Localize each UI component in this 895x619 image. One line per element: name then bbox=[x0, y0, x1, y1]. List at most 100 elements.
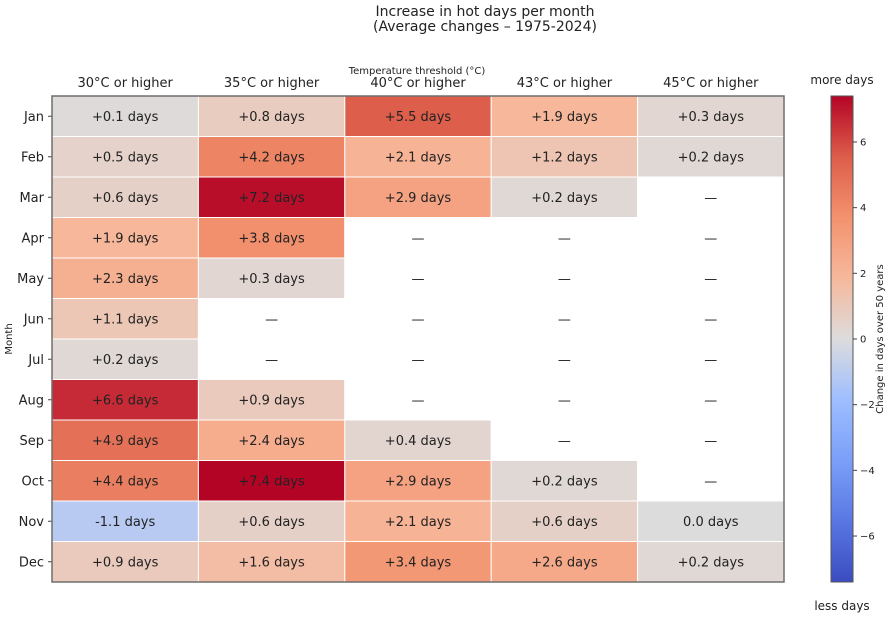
cell-oct-col4-label: +0.2 days bbox=[531, 474, 598, 489]
cell-jun-col2 bbox=[197, 298, 346, 340]
y-axis-title: Month bbox=[4, 323, 15, 354]
colorbar-tick-label: −2 bbox=[860, 400, 875, 411]
cell-aug-col2 bbox=[197, 379, 346, 421]
cell-jan-col1-label: +0.1 days bbox=[92, 110, 159, 125]
cell-may-col3-label: — bbox=[412, 272, 425, 287]
cell-jan-col2-label: +0.8 days bbox=[238, 110, 305, 125]
heatmap-cells: +0.1 days +0.8 days +5.5 days +1.9 days +0.3… bbox=[51, 95, 785, 583]
cell-jun-col3 bbox=[344, 298, 492, 340]
cell-may-col5 bbox=[637, 257, 785, 299]
colorbar-bottom-label: less days bbox=[814, 599, 869, 613]
cell-jul-col1-label: +0.2 days bbox=[92, 353, 159, 368]
cell-jul-col3-label: — bbox=[412, 353, 425, 368]
colorbar-tick-label: 0 bbox=[860, 335, 866, 346]
cell-aug-col4-label: — bbox=[558, 393, 571, 408]
cell-aug-col1-label: +6.6 days bbox=[92, 393, 159, 408]
cell-apr-col1 bbox=[51, 217, 199, 259]
column-label-3: 40°C or higher bbox=[370, 76, 466, 91]
cell-jun-col5-label: — bbox=[704, 312, 717, 327]
cell-sep-col2-label: +2.4 days bbox=[238, 434, 305, 449]
cell-sep-col5-label: — bbox=[704, 434, 717, 449]
cell-sep-col1-label: +4.9 days bbox=[92, 434, 159, 449]
cell-dec-col1-label: +0.9 days bbox=[92, 555, 159, 570]
plot-frame bbox=[51, 95, 785, 583]
cell-feb-col5 bbox=[637, 136, 785, 178]
row-label-oct: Oct bbox=[22, 474, 44, 489]
cell-aug-col2-label: +0.9 days bbox=[238, 393, 305, 408]
cell-oct-col1-label: +4.4 days bbox=[92, 474, 159, 489]
cell-mar-col5 bbox=[637, 176, 785, 218]
cell-nov-col5-label: 0.0 days bbox=[683, 515, 739, 530]
row-label-jul: Jul bbox=[27, 353, 44, 368]
cell-jan-col2 bbox=[197, 95, 346, 137]
cell-dec-col4 bbox=[490, 541, 639, 583]
cell-apr-col2-label: +3.8 days bbox=[238, 231, 305, 246]
cell-may-col4-label: — bbox=[558, 272, 571, 287]
cell-nov-col1-label: -1.1 days bbox=[95, 515, 155, 530]
cell-apr-col5-label: — bbox=[704, 231, 717, 246]
chart-title-line-2: (Average changes – 1975-2024) bbox=[373, 19, 597, 35]
colorbar-axis-label: Change in days over 50 years bbox=[875, 264, 886, 413]
cell-jun-col4-label: — bbox=[558, 312, 571, 327]
cell-aug-col5-label: — bbox=[704, 393, 717, 408]
cell-feb-col4-label: +1.2 days bbox=[531, 150, 598, 165]
cell-oct-col2-label: +7.4 days bbox=[238, 474, 305, 489]
cell-oct-col3 bbox=[344, 460, 492, 502]
cell-may-col1-label: +2.3 days bbox=[92, 272, 159, 287]
cell-nov-col4-label: +0.6 days bbox=[531, 515, 598, 530]
cell-mar-col5-label: — bbox=[704, 191, 717, 206]
row-labels: Jan Feb Mar Apr May Jun Jul Aug Sep Oct Nov Dec bbox=[17, 110, 52, 570]
row-label-jan: Jan bbox=[23, 110, 44, 125]
cell-feb-col5-label: +0.2 days bbox=[678, 150, 745, 165]
row-label-may: May bbox=[17, 272, 44, 287]
cell-feb-col2-label: +4.2 days bbox=[238, 150, 305, 165]
row-label-aug: Aug bbox=[19, 393, 44, 408]
cell-nov-col2 bbox=[197, 500, 346, 542]
row-label-nov: Nov bbox=[19, 515, 45, 530]
cell-jun-col3-label: — bbox=[412, 312, 425, 327]
cell-may-col2-label: +0.3 days bbox=[238, 272, 305, 287]
cell-sep-col3-label: +0.4 days bbox=[385, 434, 452, 449]
column-label-4: 43°C or higher bbox=[517, 76, 613, 91]
cell-aug-col5 bbox=[637, 379, 785, 421]
cell-dec-col3 bbox=[344, 541, 492, 583]
cell-oct-col3-label: +2.9 days bbox=[385, 474, 452, 489]
row-label-dec: Dec bbox=[19, 555, 44, 570]
cell-jul-col2 bbox=[197, 338, 346, 380]
cell-mar-col3-label: +2.9 days bbox=[385, 191, 452, 206]
cell-mar-col1-label: +0.6 days bbox=[92, 191, 159, 206]
column-label-5: 45°C or higher bbox=[663, 76, 759, 91]
cell-may-col3 bbox=[344, 257, 492, 299]
colorbar bbox=[830, 95, 854, 583]
cell-jun-col5 bbox=[637, 298, 785, 340]
cell-aug-col1 bbox=[51, 379, 199, 421]
row-label-sep: Sep bbox=[19, 434, 44, 449]
cell-feb-col3-label: +2.1 days bbox=[385, 150, 452, 165]
cell-apr-col2 bbox=[197, 217, 346, 259]
cell-jun-col4 bbox=[490, 298, 639, 340]
cell-may-col1 bbox=[51, 257, 199, 299]
cell-feb-col3 bbox=[344, 136, 492, 178]
column-labels: 30°C or higher 35°C or higher 40°C or high… bbox=[78, 76, 760, 91]
cell-mar-col2-label: +7.2 days bbox=[238, 191, 305, 206]
row-label-apr: Apr bbox=[22, 231, 45, 246]
cell-mar-col2 bbox=[197, 176, 346, 218]
column-label-1: 30°C or higher bbox=[78, 76, 174, 91]
cell-jan-col3-label: +5.5 days bbox=[385, 110, 452, 125]
colorbar-ticks: 6 4 2 0 −2 −4 −6 bbox=[853, 137, 875, 543]
cell-nov-col3 bbox=[344, 500, 492, 542]
cell-dec-col2-label: +1.6 days bbox=[238, 555, 305, 570]
chart-title-line-1: Increase in hot days per month bbox=[376, 4, 595, 20]
cell-nov-col2-label: +0.6 days bbox=[238, 515, 305, 530]
cell-jul-col3 bbox=[344, 338, 492, 380]
cell-feb-col1-label: +0.5 days bbox=[92, 150, 159, 165]
cell-may-col4 bbox=[490, 257, 639, 299]
cell-mar-col3 bbox=[344, 176, 492, 218]
cell-jan-col4-label: +1.9 days bbox=[531, 110, 598, 125]
colorbar-tick-label: −6 bbox=[860, 532, 875, 543]
cell-oct-col5-label: — bbox=[704, 474, 717, 489]
cell-dec-col4-label: +2.6 days bbox=[531, 555, 598, 570]
cell-dec-col3-label: +3.4 days bbox=[385, 555, 452, 570]
cell-feb-col4 bbox=[490, 136, 639, 178]
cell-jul-col2-label: — bbox=[265, 353, 278, 368]
